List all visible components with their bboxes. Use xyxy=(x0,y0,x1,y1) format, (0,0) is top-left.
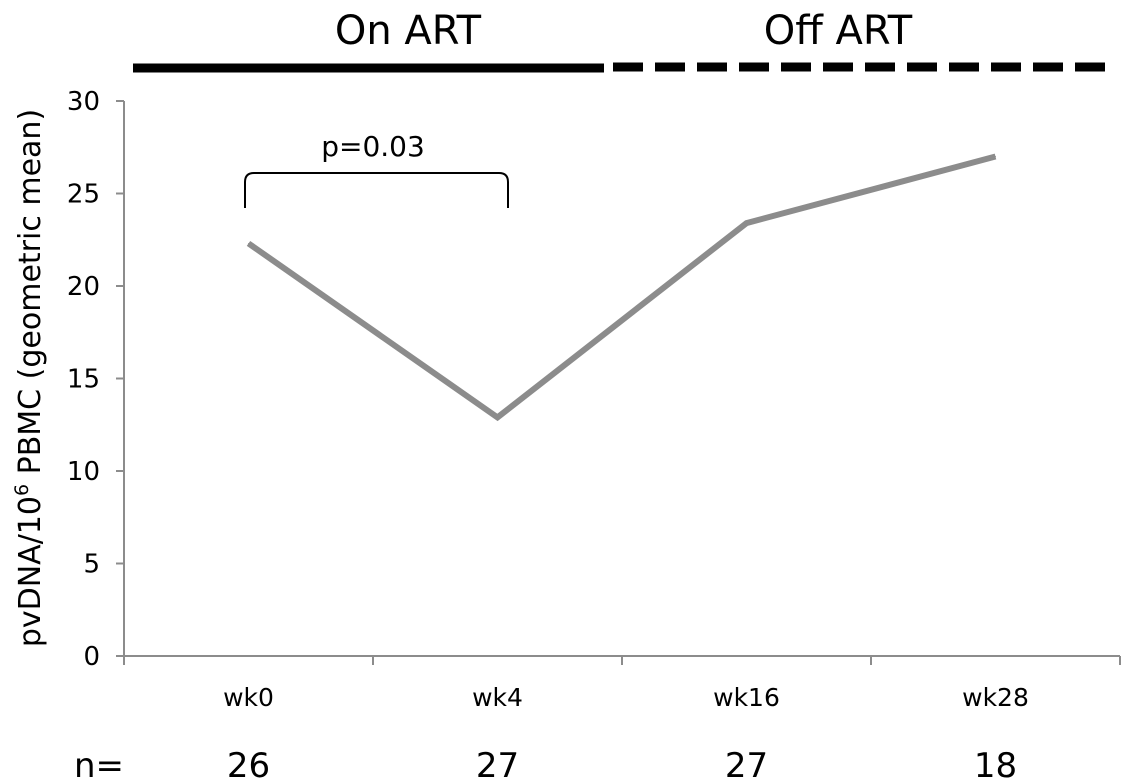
x-tick-label: wk28 xyxy=(962,683,1029,712)
significance-bracket xyxy=(244,172,509,208)
series-point xyxy=(497,416,498,418)
x-tick-label: wk16 xyxy=(713,683,780,712)
n-value: 18 xyxy=(974,746,1017,782)
on-art-label: On ART xyxy=(335,8,482,54)
y-axis-label-part2: PBMC (geometric mean) xyxy=(13,109,48,484)
series-line xyxy=(246,153,997,422)
n-row-label: n= xyxy=(74,746,124,782)
y-tick-label: 5 xyxy=(83,550,100,580)
x-tick-label: wk0 xyxy=(223,683,274,712)
series-point xyxy=(248,242,249,244)
series-point xyxy=(746,222,747,224)
n-value: 26 xyxy=(227,746,270,782)
y-tick-label: 0 xyxy=(83,642,100,672)
y-tick-label: 10 xyxy=(67,457,100,487)
n-value: 27 xyxy=(476,746,519,782)
y-tick-label: 30 xyxy=(67,87,100,117)
y-axis-label: pvDNA/106 PBMC (geometric mean) xyxy=(11,109,48,647)
y-axis-label-part1: pvDNA/10 xyxy=(13,496,48,647)
off-art-label: Off ART xyxy=(764,8,913,54)
y-tick-label: 20 xyxy=(67,272,100,302)
n-value: 27 xyxy=(725,746,768,782)
y-tick-label: 25 xyxy=(67,180,100,210)
series-point xyxy=(995,156,996,157)
p-value-annotation: p=0.03 xyxy=(321,130,425,163)
y-axis-label-superscript: 6 xyxy=(11,484,33,496)
x-tick-label: wk4 xyxy=(472,683,523,712)
y-tick-label: 15 xyxy=(67,365,100,395)
